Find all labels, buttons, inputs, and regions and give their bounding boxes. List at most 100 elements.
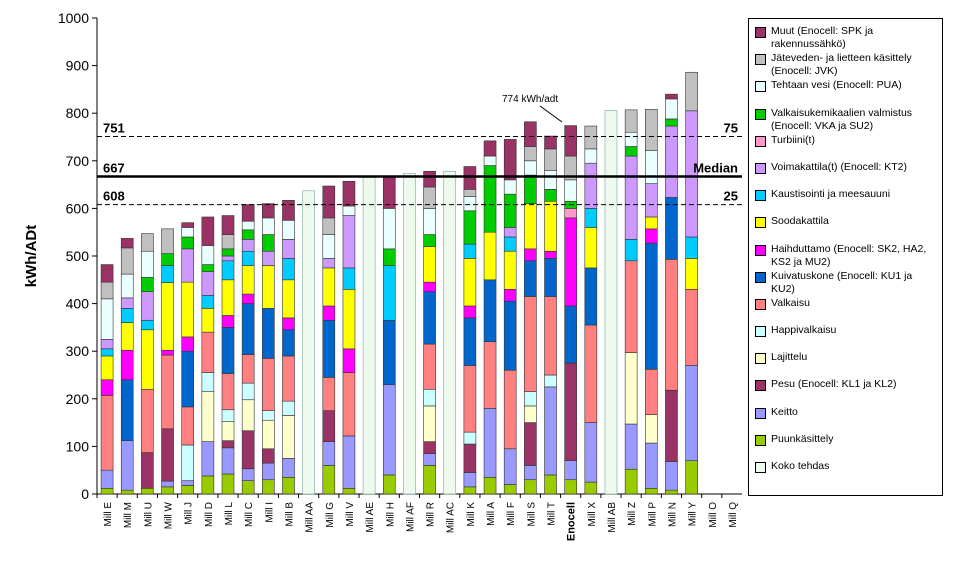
legend-item: Pesu (Enocell: KL1 ja KL2): [755, 378, 938, 405]
legend-label: Tehtaan vesi (Enocell: PUA): [771, 79, 902, 92]
legend-item: Kaustisointi ja meesauuni: [755, 188, 938, 215]
bar-segment: [644, 183, 658, 218]
bar-segment: [161, 480, 174, 488]
x-tick-label: Mill AF: [405, 502, 416, 532]
annotation-arrow: [539, 105, 563, 123]
bar-segment: [463, 365, 477, 433]
bar-segment: [141, 388, 154, 453]
bar-segment: [584, 267, 598, 326]
bar-segment: [685, 71, 698, 112]
bar-segment: [685, 289, 698, 366]
bar-segment: [221, 327, 235, 374]
bar-segment: [100, 379, 114, 396]
bar-segment: [423, 234, 436, 247]
bar-segment: [463, 243, 477, 259]
bar-segment: [524, 174, 537, 204]
bar-segment: [241, 480, 255, 495]
bar-segment: [544, 200, 557, 252]
x-tick-label: Mill C: [244, 502, 255, 527]
bar-segment: [161, 253, 174, 266]
bar-segment: [624, 260, 638, 353]
bar-segment: [564, 460, 577, 481]
bar-segment: [544, 258, 557, 297]
bar-segment: [644, 414, 658, 444]
bar-segment: [282, 258, 295, 281]
legend-item: Keitto: [755, 406, 938, 433]
bar-segment: [221, 260, 235, 281]
bar-segment: [483, 408, 497, 478]
legend-swatch: [755, 135, 766, 147]
bar-segment: [201, 391, 215, 442]
bar-segment: [624, 131, 638, 147]
x-tick-label: Mill Q: [728, 502, 739, 528]
bar-segment: [382, 208, 396, 250]
bar-segment: [201, 372, 215, 392]
bar-segment: [221, 409, 235, 422]
x-tick-label: Mill K: [466, 502, 477, 527]
bar-segment: [201, 295, 215, 309]
bar-segment: [443, 170, 457, 495]
bar-segment: [221, 248, 235, 257]
legend-item: Soodakattila: [755, 215, 938, 242]
y-axis-label: kWh/ADt: [23, 225, 40, 288]
x-tick-label: Mill S: [526, 502, 537, 527]
bar-segment: [584, 324, 598, 423]
y-tick-label: 500: [66, 248, 90, 264]
x-tick-label: Mill Z: [627, 502, 638, 526]
bar-segment: [181, 444, 195, 481]
y-tick-label: 100: [66, 438, 90, 454]
bar-segment: [342, 215, 356, 269]
bar-segment: [463, 486, 477, 495]
bar-segment: [342, 372, 356, 437]
legend-swatch: [755, 298, 766, 310]
x-tick-label: Mill U: [143, 502, 154, 527]
bar-segment: [644, 442, 658, 489]
bar-segment: [120, 440, 134, 491]
legend-label: Keitto: [771, 405, 798, 418]
legend-label: Puunkäsittely: [771, 432, 834, 445]
bar-segment: [241, 354, 255, 384]
bar-segment: [665, 489, 678, 495]
bar-segment: [503, 139, 517, 181]
bar-segment: [141, 452, 154, 489]
x-tick-label: Mill T: [547, 502, 558, 526]
bar-segment: [141, 291, 154, 321]
bar-segment: [423, 208, 436, 235]
bar-segment: [644, 109, 658, 151]
bar-segment: [524, 296, 537, 392]
bar-segment: [120, 308, 134, 323]
legend: Muut (Enocell: SPK ja rakennussähkö) Jäte…: [748, 18, 943, 496]
bar-segment: [423, 186, 436, 209]
bar-segment: [685, 460, 698, 495]
bar-segment: [584, 481, 598, 495]
bar-segment: [544, 374, 557, 388]
x-tick-label: Mill Y: [688, 502, 699, 527]
bar-segment: [141, 277, 154, 293]
bar-segment: [120, 297, 134, 309]
bar-segment: [181, 480, 195, 486]
bar-segment: [302, 190, 315, 495]
x-tick-label: Mill X: [587, 502, 598, 527]
bar-segment: [544, 148, 557, 171]
bar-segment: [544, 189, 557, 202]
bar-segment: [624, 109, 638, 133]
legend-swatch: [755, 162, 766, 174]
bar-segment: [282, 200, 295, 221]
legend-swatch: [755, 244, 766, 256]
bar-segment: [342, 435, 356, 489]
bar-segment: [262, 265, 275, 309]
bar-segment: [141, 487, 154, 495]
bar-segment: [584, 208, 598, 228]
x-tick-label: Mill AA: [305, 502, 316, 533]
legend-swatch: [755, 108, 766, 120]
x-tick-label: Mill O: [708, 502, 719, 528]
bar-segment: [463, 166, 477, 190]
bar-segment: [181, 281, 195, 338]
reference-right-label: Median: [693, 161, 738, 176]
bar-segment: [483, 279, 497, 342]
legend-item: Lajittelu: [755, 351, 938, 378]
bar-segment: [120, 489, 134, 495]
legend-item: Puunkäsittely: [755, 433, 938, 460]
bar-segment: [382, 175, 396, 209]
x-tick-label: Mill AC: [446, 502, 457, 533]
